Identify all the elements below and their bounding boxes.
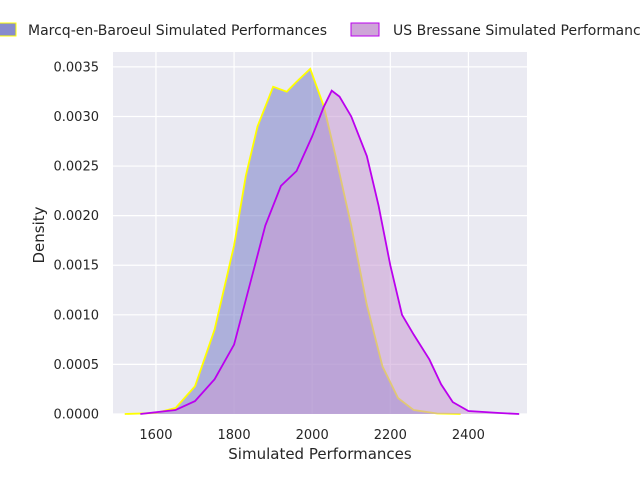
density-area-series-1 [140,90,520,415]
x-tick-label-0: 1600 [139,428,172,443]
y-tick-label-4: 0.0020 [54,209,100,224]
density-areas [124,67,520,415]
x-tick-label-4: 2400 [452,428,485,443]
x-tick-label-2: 2000 [296,428,329,443]
x-axis-ticks: 1600 1800 2000 2200 2400 [139,428,485,443]
y-axis-label: Density [30,206,48,263]
y-tick-label-3: 0.0015 [54,259,100,274]
y-tick-label-2: 0.0010 [54,308,100,323]
legend-label-marcq: Marcq-en-Baroeul Simulated Performances [28,23,327,39]
legend-swatch-bressane [350,22,380,37]
y-axis-ticks: 0.0000 0.0005 0.0010 0.0015 0.0020 0.0025 0.00… [54,60,100,422]
x-axis-label: Simulated Performances [228,445,412,463]
y-tick-label-5: 0.0025 [54,160,100,175]
y-tick-label-1: 0.0005 [54,358,100,373]
legend: Marcq-en-Baroeul Simulated Performances … [0,22,640,39]
x-tick-label-1: 1800 [218,428,251,443]
y-tick-label-6: 0.0030 [54,110,100,125]
legend-label-bressane: US Bressane Simulated Performances [393,23,640,39]
legend-swatch-marcq [0,22,17,37]
y-tick-label-0: 0.0000 [54,408,100,423]
y-tick-label-7: 0.0035 [54,60,100,75]
x-tick-label-3: 2200 [374,428,407,443]
density-line-series-1 [140,89,520,415]
